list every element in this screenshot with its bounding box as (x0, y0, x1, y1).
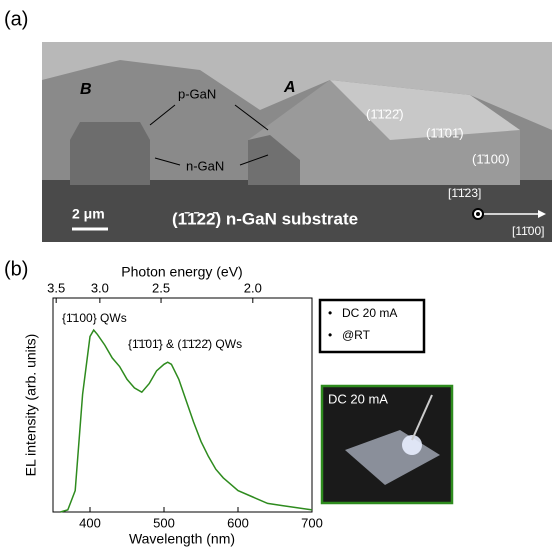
x-tick-label: 400 (79, 515, 101, 530)
y-axis-title: EL intensity (arb. units) (23, 334, 39, 477)
facet-label: (1̄1̄22̄) (366, 106, 404, 121)
x-tick-label: 700 (301, 515, 323, 530)
annotation: {1̄100} QWs (62, 311, 127, 325)
spectrum-line (60, 330, 312, 512)
legend-entry: @RT (342, 328, 371, 342)
direction-label: [1̄1̄23] (448, 186, 481, 200)
label: n-GaN (186, 158, 224, 173)
panel-label: (a) (4, 8, 28, 30)
x2-tick-label: 2.0 (244, 280, 262, 295)
legend: • DC 20 mA • @RT (320, 300, 424, 352)
label: p-GaN (178, 86, 216, 101)
x2-axis-title: Photon energy (eV) (121, 264, 242, 280)
legend-entry: DC 20 mA (342, 306, 397, 320)
svg-text:•: • (328, 328, 332, 342)
x-axis-title: Wavelength (nm) (129, 531, 235, 547)
inset-label: DC 20 mA (328, 391, 388, 406)
inset-photo: DC 20 mA (322, 386, 452, 503)
x-tick-label: 600 (227, 515, 249, 530)
plot-frame (53, 298, 312, 512)
scale-bar-label: 2 μm (72, 206, 105, 222)
substrate-label: (1̄1̄22̄) n-GaN substrate (172, 209, 358, 228)
marker: A (283, 79, 296, 96)
panel-label: (b) (4, 258, 28, 280)
marker: B (80, 81, 92, 98)
x-tick-label: 500 (153, 515, 175, 530)
x2-tick-label: 3.5 (47, 280, 65, 295)
x2-tick-label: 3.0 (91, 280, 109, 295)
svg-text:•: • (328, 306, 332, 320)
direction-label: [11̄00] (512, 224, 544, 238)
facet-label: (1̄1̄01̄) (426, 125, 464, 140)
x2-tick-label: 2.5 (152, 280, 170, 295)
annotation: {1̄1̄01̄} & (1̄1̄22̄) QWs (128, 337, 242, 351)
facet-label: (1̄100) (472, 151, 510, 166)
figure: (a) B A p-GaN n-GaN (1̄1̄22̄) (1̄1̄01̄) … (0, 0, 552, 549)
